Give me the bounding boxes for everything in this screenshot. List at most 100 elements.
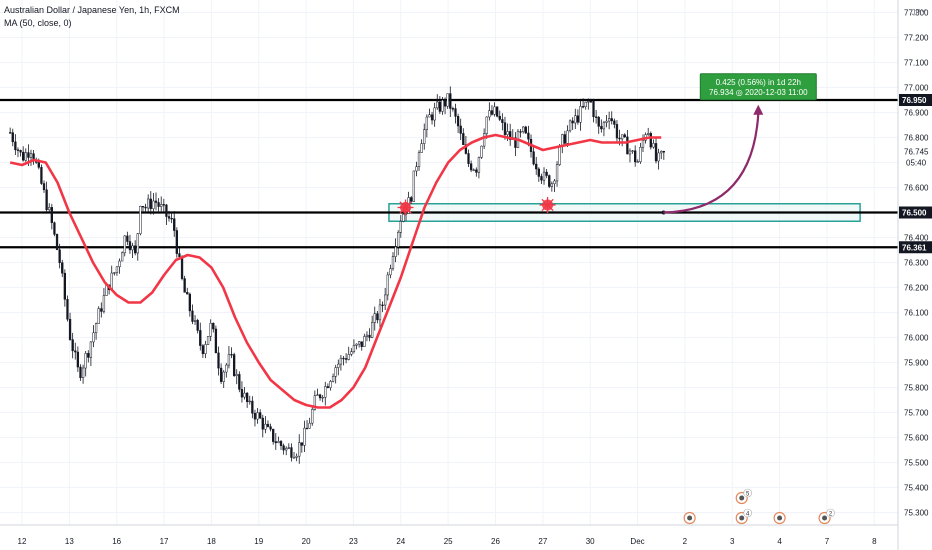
candle-body (475, 169, 478, 173)
candle-body (503, 122, 507, 135)
measure-label-line2: 76.934 ◎ 2020-12-03 11:00 (709, 88, 808, 97)
candle (613, 118, 616, 129)
candle (639, 142, 642, 164)
candle-body (92, 332, 95, 343)
candle-body (61, 262, 64, 274)
candle-body (519, 131, 522, 133)
candle (553, 178, 556, 193)
candle (600, 119, 603, 133)
candle-body (63, 272, 67, 300)
candle (305, 420, 309, 430)
candle (488, 102, 491, 121)
candle (605, 114, 608, 128)
candle (391, 252, 395, 271)
touch-marker-ray (547, 204, 554, 212)
candle (360, 341, 363, 351)
candle-body (55, 234, 59, 250)
candle-body (170, 217, 173, 220)
candle-body (634, 150, 637, 163)
candle (535, 156, 538, 175)
candle (597, 116, 600, 134)
candle (196, 318, 199, 334)
candle-body (571, 120, 574, 124)
candle (94, 322, 98, 340)
event-icon-dot (687, 515, 693, 521)
candle (352, 339, 356, 354)
y-tick-label: 76.100 (904, 309, 929, 318)
level-price-tag: 76.500 (899, 206, 932, 219)
candle (308, 417, 311, 429)
candle (81, 364, 85, 384)
event-icon[interactable]: 2 (818, 508, 835, 525)
candle (324, 381, 327, 406)
moving-average-line (9, 133, 662, 409)
candle-body (399, 221, 402, 233)
candle (347, 346, 350, 361)
candle-body (331, 376, 335, 382)
candle (443, 97, 447, 115)
candle-body (154, 200, 158, 203)
candle (162, 198, 165, 213)
candle-body (298, 442, 301, 457)
candle (373, 306, 376, 331)
candle (55, 233, 59, 251)
candle-body (305, 427, 309, 430)
candle (397, 230, 400, 256)
candle-body (37, 162, 40, 168)
candle-body (162, 204, 165, 206)
event-icon[interactable]: 4 (735, 508, 753, 525)
candle (365, 331, 369, 342)
candle (292, 452, 296, 459)
candle-body (639, 146, 642, 162)
candle-body (84, 353, 87, 369)
candle (277, 436, 280, 444)
candle (594, 110, 598, 124)
candle (199, 322, 202, 351)
candle (298, 434, 301, 464)
event-icons[interactable]: 5 4 2 (683, 488, 835, 525)
candle (152, 193, 155, 215)
y-tick-label: 75.900 (904, 359, 929, 368)
event-count-text: 4 (746, 512, 750, 518)
candle (568, 119, 572, 133)
candle-body (292, 457, 296, 459)
touch-marker-ray (541, 204, 549, 212)
candle (227, 346, 231, 369)
candle (173, 211, 176, 237)
event-icon-dot (777, 515, 783, 521)
event-icon[interactable]: 5 (735, 488, 753, 505)
candle (259, 409, 262, 419)
event-count-badge (743, 488, 753, 498)
candle (50, 203, 53, 230)
candle (290, 443, 293, 462)
event-icon[interactable] (683, 511, 696, 525)
level-price-tag-text: 76.361 (902, 243, 927, 252)
candle (654, 137, 658, 164)
event-icon[interactable] (773, 511, 786, 525)
candle-body (566, 130, 569, 144)
symbol-title[interactable]: Australian Dollar / Japanese Yen, 1h, FX… (4, 5, 180, 15)
candle-body (264, 423, 267, 430)
candle (480, 145, 483, 159)
candle-body (454, 108, 457, 117)
candle (264, 416, 267, 434)
candle-body (149, 198, 152, 209)
x-tick-label: 23 (349, 537, 358, 546)
indicator-label[interactable]: MA (50, close, 0) (4, 18, 72, 28)
candle-body (81, 367, 85, 379)
candles (9, 86, 665, 464)
candle (337, 359, 340, 376)
candle-body (157, 202, 160, 207)
candle-body (631, 150, 634, 152)
candle-body (295, 455, 298, 458)
event-count-text: 2 (829, 512, 833, 518)
candle (571, 117, 574, 130)
candle-body (498, 116, 501, 120)
candle-body (428, 114, 431, 118)
candle-body (355, 343, 358, 346)
candle-body (209, 323, 212, 337)
candle (584, 101, 587, 110)
